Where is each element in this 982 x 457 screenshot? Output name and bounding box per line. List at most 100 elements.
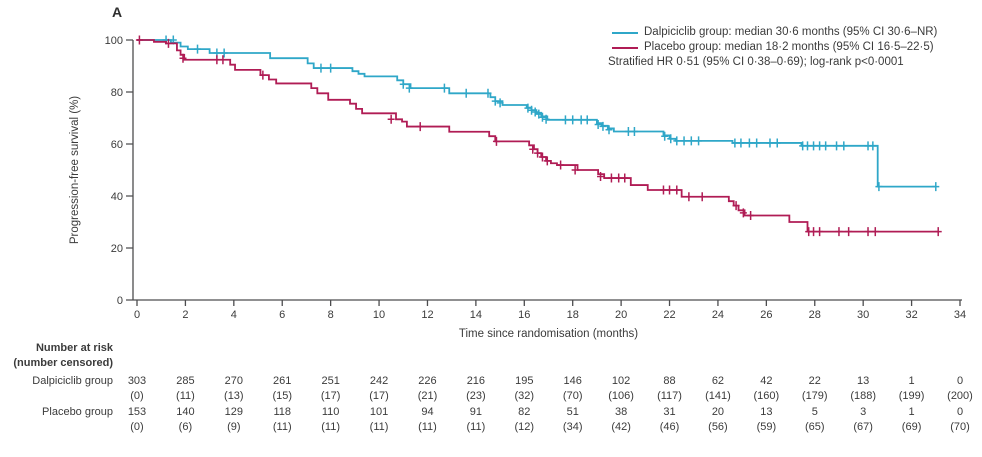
risk-cell: 101 [369, 406, 389, 418]
risk-cell: 251 [321, 375, 340, 387]
risk-cell: (11) [321, 421, 341, 433]
x-tick-label: 32 [905, 309, 917, 321]
x-tick-label: 16 [518, 309, 530, 321]
stratified-hr-note: Stratified HR 0·51 (95% CI 0·38–0·69); l… [608, 56, 904, 68]
y-tick-label: 100 [105, 35, 123, 47]
risk-table-title: Number at risk [35, 342, 113, 354]
risk-cell: 129 [224, 406, 243, 418]
x-tick-label: 2 [182, 309, 188, 321]
risk-cell: 20 [711, 406, 725, 418]
risk-cell: 303 [127, 375, 147, 387]
x-tick-label: 30 [857, 309, 869, 321]
risk-cell: (188) [850, 390, 877, 402]
risk-cell: (59) [756, 421, 777, 433]
x-tick-label: 10 [373, 309, 385, 321]
risk-cell: (32) [514, 390, 535, 402]
risk-cell: (23) [466, 390, 486, 402]
risk-cell: (12) [514, 421, 535, 433]
risk-cell: 91 [469, 406, 482, 418]
legend-entry-dalpiciclib-label: Dalpiciclib group: median 30·6 months (9… [644, 26, 938, 38]
risk-table-header: Number at risk (number censored) [13, 341, 113, 371]
risk-cell: (11) [369, 421, 389, 433]
risk-cell: (6) [178, 421, 193, 433]
risk-cell: 38 [614, 406, 628, 418]
risk-cell: (11) [176, 390, 195, 402]
x-tick-label: 34 [954, 309, 966, 321]
y-tick-label: 80 [111, 87, 123, 99]
x-tick-label: 4 [231, 309, 237, 321]
risk-cell: 1 [908, 406, 915, 418]
risk-cell: 140 [176, 406, 195, 418]
risk-row-label-placebo: Placebo group [42, 406, 113, 418]
risk-cell: 62 [711, 375, 725, 387]
risk-cell: (0) [130, 421, 144, 433]
y-tick-label: 0 [117, 295, 123, 307]
risk-cell: (0) [130, 390, 144, 402]
x-tick-label: 28 [809, 309, 821, 321]
risk-cell: 31 [663, 406, 676, 418]
risk-cell: 13 [857, 375, 870, 387]
risk-cell: 270 [224, 375, 243, 387]
risk-cell: (11) [418, 421, 437, 433]
x-tick-label: 20 [615, 309, 627, 321]
risk-cell: 1 [908, 375, 915, 387]
risk-cell: 94 [421, 406, 434, 418]
risk-cell: 0 [956, 375, 964, 387]
risk-cell: 261 [273, 375, 292, 387]
risk-cell: (70) [950, 421, 970, 433]
risk-cell: 5 [811, 406, 818, 418]
survival-curve-placebo [137, 39, 939, 233]
risk-cell: (34) [562, 421, 583, 433]
risk-cell: (65) [804, 421, 825, 433]
risk-cell: 195 [515, 375, 534, 387]
risk-cell: 42 [760, 375, 773, 387]
axes [126, 39, 962, 306]
risk-cell: 51 [566, 406, 579, 418]
risk-cell: (11) [466, 421, 486, 433]
legend-entry-placebo: Placebo group: median 18·2 months (95% C… [612, 40, 980, 55]
risk-cell: (42) [611, 421, 631, 433]
risk-table-subtitle: (number censored) [13, 357, 113, 369]
risk-row-label-dalpiciclib: Dalpiciclib group [32, 375, 113, 387]
risk-cell: (11) [272, 421, 292, 433]
risk-cell: (13) [224, 390, 244, 402]
risk-cell: (141) [705, 390, 731, 402]
risk-cell: (200) [947, 390, 973, 402]
risk-cell: (56) [708, 421, 728, 433]
risk-cell: (46) [659, 421, 680, 433]
risk-cell: 146 [563, 375, 582, 387]
risk-cell: 88 [663, 375, 676, 387]
risk-cell: (160) [753, 390, 780, 402]
risk-cell: (69) [901, 421, 922, 433]
risk-cell: 242 [369, 375, 389, 387]
risk-cell: 13 [760, 406, 773, 418]
x-tick-label: 8 [328, 309, 334, 321]
x-tick-label: 0 [134, 309, 140, 321]
risk-cell: (17) [369, 390, 389, 402]
x-axis-title: Time since randomisation (months) [458, 328, 639, 340]
risk-cell: 102 [611, 375, 631, 387]
risk-cell: (17) [320, 390, 341, 402]
risk-cell: 216 [466, 375, 486, 387]
x-tick-label: 14 [470, 309, 482, 321]
y-tick-label: 60 [111, 139, 123, 151]
placebo-line-swatch-icon [612, 46, 638, 49]
risk-cell: (179) [801, 390, 828, 402]
x-tick-label: 22 [663, 309, 675, 321]
risk-cell: 3 [860, 406, 867, 418]
risk-cell: 226 [418, 375, 437, 387]
risk-cell: (199) [898, 390, 925, 402]
legend-entry-dalpiciclib: Dalpiciclib group: median 30·6 months (9… [612, 25, 980, 40]
censor-marks-dalpiciclib [162, 35, 940, 192]
legend-entry-placebo-label: Placebo group: median 18·2 months (95% C… [644, 41, 934, 53]
x-tick-label: 18 [567, 309, 579, 321]
x-tick-label: 24 [712, 309, 724, 321]
risk-cell: 153 [127, 406, 147, 418]
risk-cell: 82 [518, 406, 531, 418]
x-tick-label: 26 [760, 309, 772, 321]
risk-cell: 22 [808, 375, 821, 387]
risk-cell: (117) [657, 390, 682, 402]
x-tick-label: 12 [421, 309, 433, 321]
